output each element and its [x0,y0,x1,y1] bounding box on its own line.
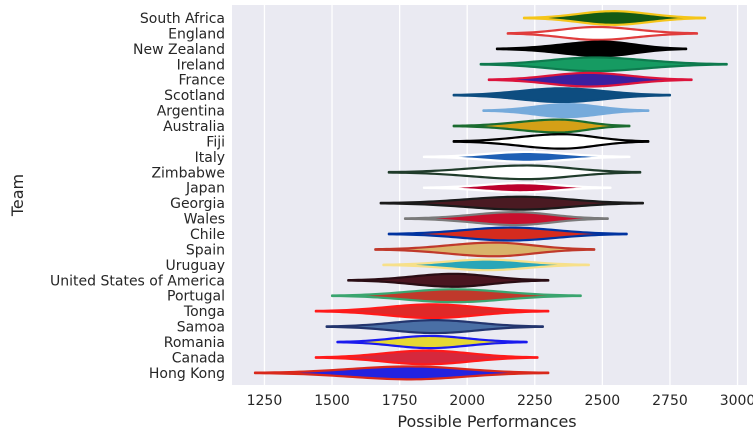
violin-portugal [330,288,582,304]
violin-scotland [452,87,672,104]
violin-uruguay [382,258,590,272]
y-tick-label: New Zealand [133,42,225,58]
violin-wales [403,211,609,227]
y-tick-label: Canada [172,350,225,366]
y-tick-label: Ireland [177,57,225,73]
y-tick-label: Japan [185,181,225,197]
violin-italy [422,150,631,163]
y-tick-label: Portugal [167,289,225,305]
violin-spain [374,241,596,258]
x-tick-label: 3000 [720,393,753,409]
y-tick-label: France [178,73,225,89]
y-tick-label: Georgia [170,196,225,212]
y-axis-title: Team [8,174,27,217]
violin-tonga [314,303,550,320]
y-tick-label: South Africa [140,11,225,27]
violin-zimbabwe [387,164,642,181]
violin-new-zealand [495,40,688,58]
violin-france [487,71,693,88]
violin-england [506,25,699,41]
y-tick-label: Tonga [183,304,225,320]
violin-canada [314,349,539,366]
x-tick-label: 1250 [247,393,283,409]
y-tick-label: Spain [186,242,225,258]
violin-samoa [325,319,544,335]
violin-united-states-of-america [347,272,550,288]
y-tick-label: Chile [190,227,225,243]
x-tick-labels: 1250 1500 1750 2000 2250 2500 2750 3000 [247,393,753,409]
x-axis-title: Possible Performances [397,412,576,431]
x-tick-label: 2750 [652,393,688,409]
violin-japan [422,182,612,194]
y-tick-label: Samoa [177,320,225,336]
y-tick-label: Fiji [206,134,225,150]
plot-area [232,5,747,385]
y-tick-label: England [168,26,225,42]
x-tick-label: 1500 [314,393,350,409]
y-tick-label: United States of America [50,273,225,289]
x-tick-label: 2500 [585,393,621,409]
violin-argentina [482,103,650,119]
violin-south-africa [522,10,707,26]
violin-georgia [379,195,645,211]
y-tick-label: Italy [195,150,225,166]
y-tick-label: Wales [184,212,225,228]
gridlines [263,5,739,385]
y-tick-label: Scotland [164,88,225,104]
y-tick-label: Uruguay [166,258,226,274]
violins [253,10,728,381]
violin-ireland [479,56,728,73]
y-tick-label: Argentina [157,104,225,120]
violin-australia [452,118,631,134]
x-tick-label: 1750 [382,393,418,409]
y-tick-label: Romania [164,335,225,351]
y-tick-label: Hong Kong [149,366,225,382]
violin-chile [387,226,628,242]
y-tick-label: Australia [163,119,225,135]
violin-fiji [452,133,650,150]
violin-romania [336,334,528,350]
x-tick-label: 2250 [517,393,553,409]
violin-hong-kong [253,365,550,381]
y-tick-label: Zimbabwe [151,165,225,181]
x-tick-label: 2000 [449,393,485,409]
